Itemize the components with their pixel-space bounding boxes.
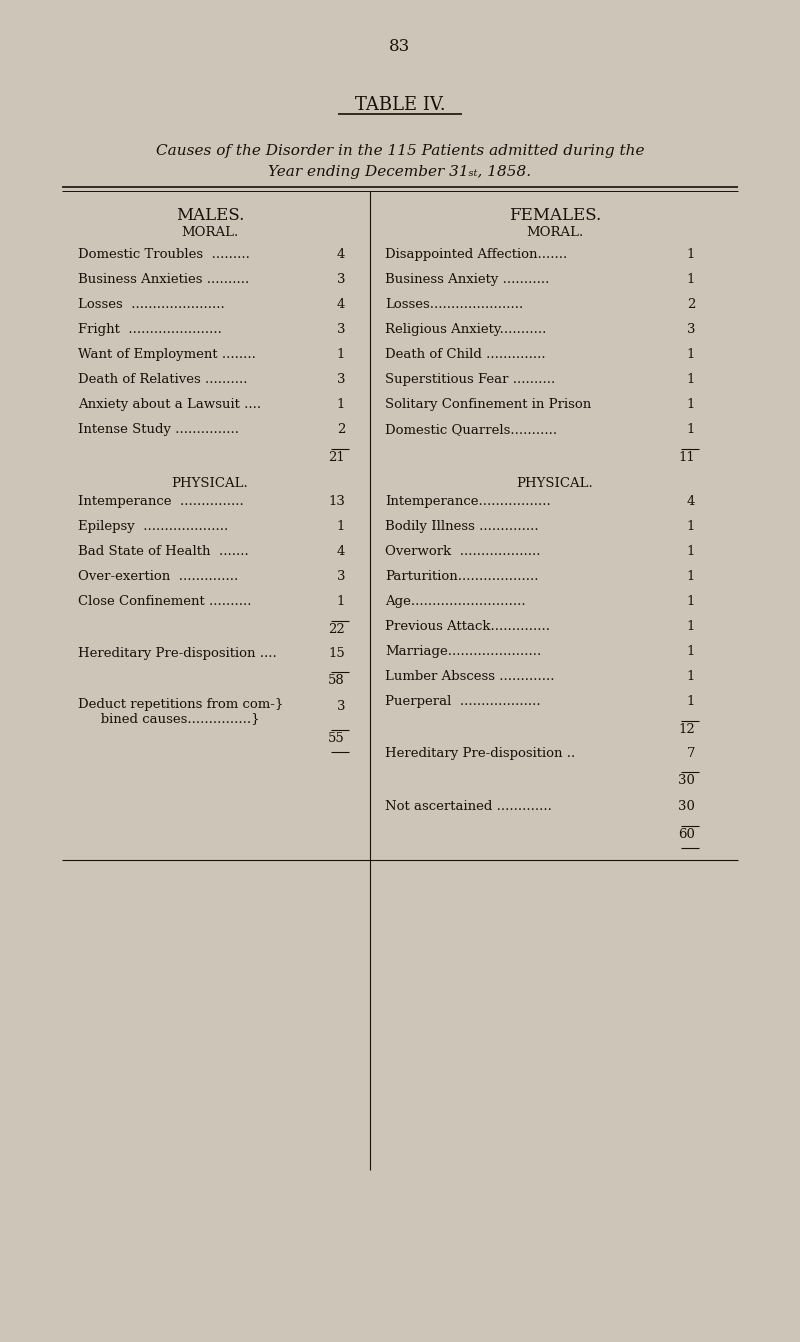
- Text: 1: 1: [686, 670, 695, 683]
- Text: Over-exertion  ..............: Over-exertion ..............: [78, 570, 238, 582]
- Text: 1: 1: [337, 348, 345, 361]
- Text: 1: 1: [686, 595, 695, 608]
- Text: Year ending December 31ₛₜ, 1858.: Year ending December 31ₛₜ, 1858.: [269, 165, 531, 178]
- Text: Previous Attack..............: Previous Attack..............: [385, 620, 550, 633]
- Text: 4: 4: [337, 545, 345, 558]
- Text: 4: 4: [337, 298, 345, 311]
- Text: 4: 4: [337, 248, 345, 260]
- Text: 1: 1: [686, 272, 695, 286]
- Text: FEMALES.: FEMALES.: [509, 207, 601, 224]
- Text: 1: 1: [686, 348, 695, 361]
- Text: PHYSICAL.: PHYSICAL.: [172, 476, 248, 490]
- Text: 58: 58: [328, 674, 345, 687]
- Text: 2: 2: [686, 298, 695, 311]
- Text: 30: 30: [678, 800, 695, 813]
- Text: Death of Relatives ..........: Death of Relatives ..........: [78, 373, 247, 386]
- Text: 13: 13: [328, 495, 345, 509]
- Text: Deduct repetitions from com-}: Deduct repetitions from com-}: [78, 698, 283, 711]
- Text: 1: 1: [337, 595, 345, 608]
- Text: Intemperance  ...............: Intemperance ...............: [78, 495, 244, 509]
- Text: Intense Study ...............: Intense Study ...............: [78, 423, 239, 436]
- Text: MORAL.: MORAL.: [182, 225, 238, 239]
- Text: Fright  ......................: Fright ......................: [78, 323, 222, 336]
- Text: 3: 3: [337, 272, 345, 286]
- Text: Losses......................: Losses......................: [385, 298, 523, 311]
- Text: 11: 11: [678, 451, 695, 464]
- Text: 83: 83: [390, 38, 410, 55]
- Text: 2: 2: [337, 423, 345, 436]
- Text: 30: 30: [678, 774, 695, 786]
- Text: Business Anxiety ...........: Business Anxiety ...........: [385, 272, 550, 286]
- Text: 1: 1: [337, 519, 345, 533]
- Text: Want of Employment ........: Want of Employment ........: [78, 348, 256, 361]
- Text: Anxiety about a Lawsuit ....: Anxiety about a Lawsuit ....: [78, 399, 261, 411]
- Text: 55: 55: [328, 731, 345, 745]
- Text: Intemperance.................: Intemperance.................: [385, 495, 550, 509]
- Text: Close Confinement ..........: Close Confinement ..........: [78, 595, 251, 608]
- Text: 21: 21: [328, 451, 345, 464]
- Text: Overwork  ...................: Overwork ...................: [385, 545, 541, 558]
- Text: Bad State of Health  .......: Bad State of Health .......: [78, 545, 249, 558]
- Text: Losses  ......................: Losses ......................: [78, 298, 225, 311]
- Text: MALES.: MALES.: [176, 207, 244, 224]
- Text: 22: 22: [328, 623, 345, 636]
- Text: MORAL.: MORAL.: [526, 225, 584, 239]
- Text: 3: 3: [337, 373, 345, 386]
- Text: 1: 1: [686, 248, 695, 260]
- Text: Superstitious Fear ..........: Superstitious Fear ..........: [385, 373, 555, 386]
- Text: Death of Child ..............: Death of Child ..............: [385, 348, 546, 361]
- Text: Bodily Illness ..............: Bodily Illness ..............: [385, 519, 538, 533]
- Text: Business Anxieties ..........: Business Anxieties ..........: [78, 272, 250, 286]
- Text: 1: 1: [686, 620, 695, 633]
- Text: 4: 4: [686, 495, 695, 509]
- Text: 1: 1: [686, 570, 695, 582]
- Text: Hereditary Pre-disposition ..: Hereditary Pre-disposition ..: [385, 747, 575, 760]
- Text: bined causes...............}: bined causes...............}: [88, 713, 260, 725]
- Text: PHYSICAL.: PHYSICAL.: [517, 476, 594, 490]
- Text: TABLE IV.: TABLE IV.: [354, 97, 446, 114]
- Text: 1: 1: [686, 373, 695, 386]
- Text: Domestic Quarrels...........: Domestic Quarrels...........: [385, 423, 557, 436]
- Text: 3: 3: [686, 323, 695, 336]
- Text: Solitary Confinement in Prison: Solitary Confinement in Prison: [385, 399, 591, 411]
- Text: Age...........................: Age...........................: [385, 595, 526, 608]
- Text: Disappointed Affection.......: Disappointed Affection.......: [385, 248, 567, 260]
- Text: Not ascertained .............: Not ascertained .............: [385, 800, 552, 813]
- Text: 1: 1: [686, 423, 695, 436]
- Text: 1: 1: [686, 695, 695, 709]
- Text: Epilepsy  ....................: Epilepsy ....................: [78, 519, 228, 533]
- Text: 12: 12: [678, 723, 695, 735]
- Text: 1: 1: [686, 545, 695, 558]
- Text: 1: 1: [686, 399, 695, 411]
- Text: 15: 15: [328, 647, 345, 660]
- Text: 3: 3: [337, 570, 345, 582]
- Text: Hereditary Pre-disposition ....: Hereditary Pre-disposition ....: [78, 647, 277, 660]
- Text: Causes of the Disorder in the 115 Patients admitted during the: Causes of the Disorder in the 115 Patien…: [156, 144, 644, 158]
- Text: 60: 60: [678, 828, 695, 841]
- Text: Lumber Abscess .............: Lumber Abscess .............: [385, 670, 554, 683]
- Text: Puerperal  ...................: Puerperal ...................: [385, 695, 541, 709]
- Text: 7: 7: [686, 747, 695, 760]
- Text: Parturition...................: Parturition...................: [385, 570, 538, 582]
- Text: 3: 3: [337, 323, 345, 336]
- Text: Domestic Troubles  .........: Domestic Troubles .........: [78, 248, 250, 260]
- Text: 1: 1: [686, 519, 695, 533]
- Text: 1: 1: [686, 646, 695, 658]
- Text: 1: 1: [337, 399, 345, 411]
- Text: Religious Anxiety...........: Religious Anxiety...........: [385, 323, 546, 336]
- Text: Marriage......................: Marriage......................: [385, 646, 542, 658]
- Text: 3: 3: [337, 699, 345, 713]
